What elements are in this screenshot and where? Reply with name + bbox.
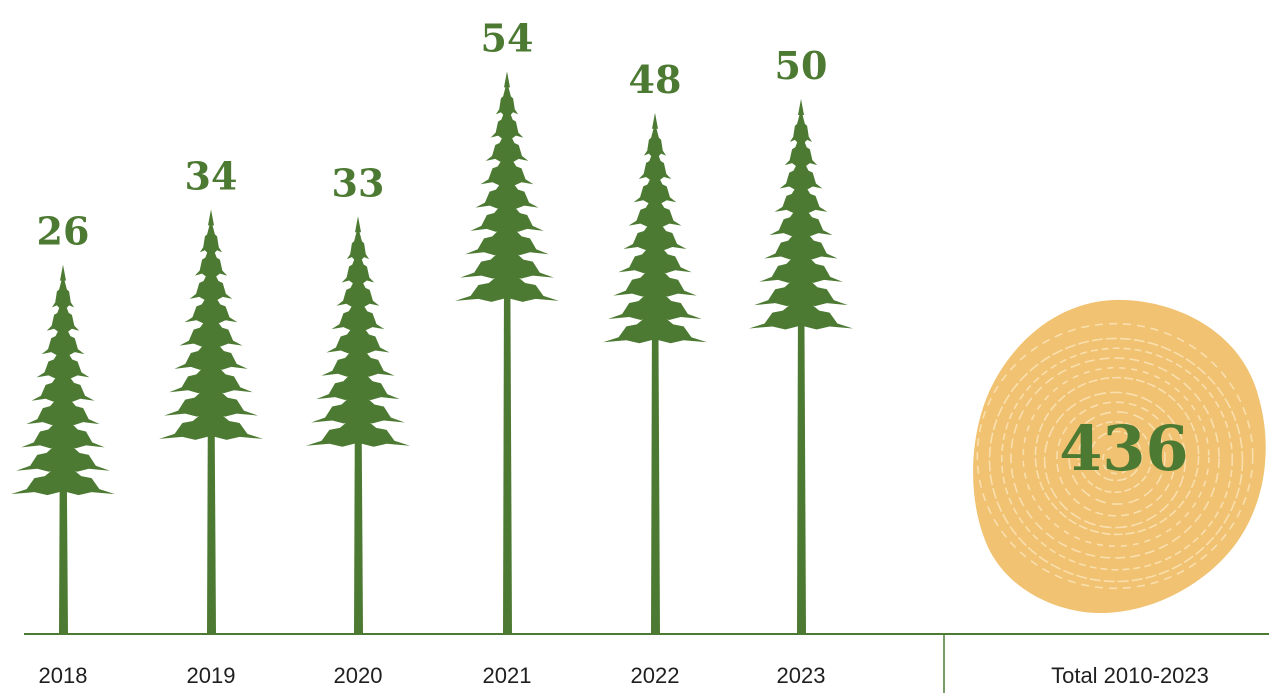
year-label: 2019 [187,663,236,688]
stump-ring [1101,445,1133,475]
tree-foliage-tier [643,122,667,157]
evergreen-tree-icon [306,216,410,635]
stump-shape [973,299,1266,614]
value-label: 26 [37,209,90,254]
stump-ring [1043,391,1187,529]
tree-foliage-tier [311,389,405,424]
value-label: 33 [332,160,385,205]
tree-foliage-tier [31,367,95,402]
tree-foliage-tier [11,461,115,496]
evergreen-tree-icon [603,112,707,635]
tree-foliage-tier [603,309,707,344]
tree-foliage-tier [764,225,838,260]
stump-ring [976,322,1254,590]
tree-foliage-tier [490,104,524,139]
tree-tip [60,264,66,281]
tree-foliage-tier [41,321,85,356]
tree-foliage-tier [316,366,400,401]
evergreen-tree-icon [749,99,853,634]
stump-ring [1022,367,1210,547]
tree-foliage-tier [46,297,80,332]
tree-tip [504,71,510,88]
stump-ring [1010,357,1220,559]
tree-foliage-tier [26,391,100,426]
tree-foliage-tier [774,179,828,213]
tree-foliage-tier [199,219,223,254]
year-label: 2023 [777,663,826,688]
tree-foliage-tier [194,242,228,277]
stump-ring [988,337,1244,583]
tree-foliage-tier [789,109,813,143]
tree-foliage-tier [485,128,529,162]
tree-foliage-tier [159,406,263,440]
stump-ring [1089,430,1143,482]
tree-foliage-tier [331,296,385,331]
tree-foliage-tier [495,81,519,116]
tree-tip [208,209,214,226]
tree-foliage-tier [465,221,549,256]
year-label: 2018 [39,663,88,688]
tree-foliage-tier [306,412,410,447]
tree-foliage-tier [759,249,843,283]
tree-foliage-tier [608,286,702,320]
tree-tip [355,216,361,233]
stump-rings [976,322,1254,590]
tree-foliage-tier [336,272,380,307]
stump-ring [1000,347,1234,571]
tree-foliage-tier [326,319,390,354]
tree-foliage-tier [169,359,253,394]
stump-ring [1077,420,1153,494]
tree-foliage-tier [613,262,697,297]
tree-foliage-tier [21,414,105,449]
tree-foliage-tier [618,239,692,274]
stump-ring [1056,401,1176,517]
tree-foliage-tier [769,202,833,237]
tree-foliage-tier [455,268,559,302]
tree-foliage-tier [470,198,544,232]
tree-foliage-tier [321,342,395,377]
tree-foliage-tier [754,272,848,307]
tree-tip [798,99,804,115]
tree-stump-icon: 436 [973,299,1266,614]
tree-bars [11,71,853,635]
tree-foliage-tier [638,146,672,180]
tree-foliage-tier [779,155,823,190]
tree-foliage-tier [36,344,90,379]
value-label: 54 [481,15,534,60]
year-label: 2020 [334,663,383,688]
evergreen-tree-icon [159,209,263,634]
tree-foliage-tier [480,151,534,186]
value-labels: 26 34 33 54 48 50 [37,15,828,253]
tree-foliage-tier [460,244,554,279]
tree-foliage-tier [346,226,370,261]
evergreen-tree-icon [455,71,559,634]
tree-foliage-tier [628,192,682,227]
value-label: 50 [775,43,828,88]
total-label: Total 2010-2023 [1051,663,1209,688]
tree-foliage-tier [184,289,238,324]
tree-tip [652,112,658,129]
stump-ring [1068,411,1166,505]
evergreen-tree-icon [11,264,115,634]
value-label: 48 [629,57,682,102]
tree-foliage-tier [51,274,75,309]
year-label: 2022 [631,663,680,688]
tree-foliage-tier [179,312,243,347]
tree-foliage-tier [189,266,233,300]
value-label: 34 [185,153,238,198]
year-label: 2021 [483,663,532,688]
stump-ring [1034,376,1200,536]
tree-foliage-tier [623,216,687,250]
tree-foliage-tier [749,295,853,330]
tree-foliage-tier [475,174,539,209]
tree-foliage-tier [341,249,375,284]
tree-foliage-tier [174,336,248,370]
year-labels: 2018 2019 2020 2021 2022 2023 [39,663,826,688]
tree-foliage-tier [164,382,258,417]
tree-foliage-tier [784,132,818,167]
tree-foliage-tier [633,169,677,204]
tree-foliage-tier [16,437,110,472]
total-value: 436 [1059,412,1188,485]
